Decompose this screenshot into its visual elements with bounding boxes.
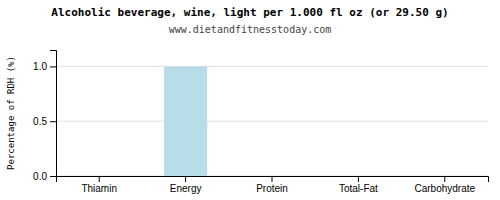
- y-tick-mark: [50, 176, 56, 177]
- x-tick: Total-Fat: [339, 176, 378, 194]
- x-tick-label: Protein: [256, 183, 288, 194]
- chart-container: Alcoholic beverage, wine, light per 1.00…: [0, 0, 500, 200]
- grid-line: [56, 121, 488, 122]
- plot: 0.0 0.5 1.0 Thiamin Energy Protein Total-Fat Ca…: [33, 51, 488, 195]
- x-tick: Thiamin: [81, 176, 117, 194]
- y-tick-label: 1.0: [33, 61, 47, 72]
- x-tick-label: Thiamin: [81, 183, 117, 194]
- y-axis-line: [50, 51, 57, 177]
- y-tick: 1.0: [33, 61, 56, 72]
- bar: [250, 176, 293, 177]
- y-tick: 0.0: [33, 171, 56, 182]
- bar: [78, 176, 121, 177]
- y-tick-label: 0.5: [33, 116, 47, 127]
- y-tick: 0.5: [33, 116, 56, 127]
- x-tick: Energy: [170, 176, 202, 194]
- bar: [164, 66, 207, 176]
- x-axis-line: [57, 177, 489, 183]
- x-tick: Protein: [256, 176, 288, 194]
- bars: [164, 66, 207, 176]
- x-tick-mark: [444, 176, 445, 182]
- x-axis: Thiamin Energy Protein Total-Fat Carbohydrat…: [57, 176, 489, 194]
- x-tick-mark: [272, 176, 273, 182]
- subtitle: www.dietandfitnesstoday.com: [169, 24, 332, 35]
- y-axis-title: Percentage of RDH (%): [6, 56, 16, 170]
- x-tick-label: Carbohydrate: [415, 183, 476, 194]
- bar: [423, 176, 466, 177]
- x-tick-label: Energy: [170, 183, 202, 194]
- x-tick-mark: [358, 176, 359, 182]
- title: Alcoholic beverage, wine, light per 1.00…: [51, 6, 448, 19]
- chart-svg: Alcoholic beverage, wine, light per 1.00…: [0, 0, 500, 200]
- y-tick-label: 0.0: [33, 171, 47, 182]
- grid-line: [56, 66, 488, 67]
- grid: [56, 66, 488, 176]
- x-tick-mark: [185, 176, 186, 182]
- y-tick-mark: [50, 66, 56, 67]
- bar: [337, 176, 380, 177]
- x-tick: Carbohydrate: [415, 176, 476, 194]
- y-axis: 0.0 0.5 1.0: [33, 51, 56, 182]
- x-tick-mark: [99, 176, 100, 182]
- y-tick-mark: [50, 121, 56, 122]
- x-tick-label: Total-Fat: [339, 183, 378, 194]
